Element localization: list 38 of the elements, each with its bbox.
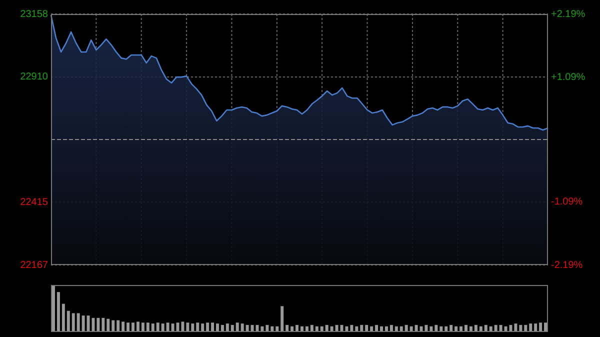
bar	[544, 322, 548, 332]
bar	[280, 306, 284, 332]
y2-tick-label: +2.19%	[551, 8, 586, 20]
y2-tick-label: +1.09%	[551, 72, 586, 83]
bar	[82, 316, 85, 332]
bar	[156, 322, 160, 332]
bar	[186, 322, 190, 332]
bar	[76, 313, 80, 332]
bar	[52, 285, 55, 332]
bar	[86, 316, 90, 332]
bar	[116, 320, 120, 332]
bar	[66, 310, 70, 332]
bar	[539, 322, 542, 332]
bar	[196, 322, 200, 332]
y-tick-label: 22415	[20, 196, 48, 208]
bar	[146, 322, 150, 332]
bar	[96, 318, 100, 332]
bar	[122, 322, 125, 332]
bar	[136, 322, 140, 332]
bar	[141, 322, 144, 332]
bar	[106, 318, 110, 332]
bar	[206, 322, 210, 332]
bar	[56, 292, 60, 332]
y-tick-label: 22910	[20, 72, 48, 83]
bar	[72, 313, 75, 332]
bar	[181, 322, 184, 332]
y2-tick-label: -1.09%	[551, 196, 583, 208]
bar	[126, 322, 130, 332]
y-tick-label: 22167	[20, 260, 48, 271]
bar	[166, 322, 170, 332]
bar	[211, 322, 214, 332]
bar	[62, 304, 65, 332]
bar	[112, 320, 115, 332]
y-tick-label: 23158	[20, 8, 48, 20]
bar	[132, 322, 134, 332]
bar	[236, 322, 239, 332]
y2-tick-label: -2.19%	[551, 260, 583, 271]
bar	[102, 318, 105, 332]
